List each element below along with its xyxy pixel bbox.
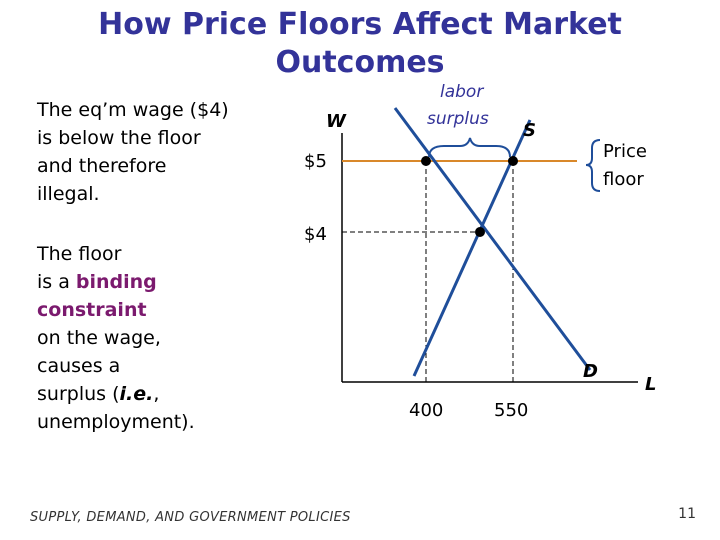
para1-line-4: illegal. <box>37 183 100 205</box>
explanation-paragraph-1: The eq’m wage ($4) is below the floor an… <box>37 96 229 208</box>
supply-at-floor-point <box>508 156 518 166</box>
floor-label-line-2: floor <box>603 169 644 190</box>
floor-brace <box>585 139 601 192</box>
para2-line-1: The floor <box>37 243 122 265</box>
x-axis-label: L <box>645 374 656 395</box>
demand-at-floor-point <box>421 156 431 166</box>
ie-italic: i.e. <box>119 383 154 405</box>
demand-curve <box>393 107 592 371</box>
para2-line-7: unemployment). <box>37 411 195 433</box>
equilibrium-point <box>475 227 485 237</box>
para1-line-3: and therefore <box>37 155 167 177</box>
explanation-paragraph-2: The floor is a binding constraint on the… <box>37 240 195 436</box>
para2-line-2: is a binding <box>37 268 195 296</box>
slide-title: How Price Floors Affect Market Outcomes <box>0 6 720 82</box>
surplus-label-line-1: labor <box>440 82 484 102</box>
para2-line-6: surplus (i.e., <box>37 380 195 408</box>
slide-number: 11 <box>678 506 696 522</box>
para2-line-5: causes a <box>37 355 121 377</box>
para1-line-2: is below the floor <box>37 127 201 149</box>
qty-demanded-label: 400 <box>409 400 443 421</box>
para2-line-2-prefix: is a <box>37 271 76 293</box>
qty-supplied-label: 550 <box>494 400 528 421</box>
para2-line-4: on the wage, <box>37 327 161 349</box>
para2-line-6-suffix: , <box>153 383 160 405</box>
surplus-brace <box>428 137 511 158</box>
footer-text: SUPPLY, DEMAND, AND GOVERNMENT POLICIES <box>30 510 351 525</box>
surplus-label-line-2: surplus <box>427 109 489 129</box>
title-line-2: Outcomes <box>275 45 445 80</box>
eq-price-label: $4 <box>304 224 327 245</box>
para2-line-6-prefix: surplus ( <box>37 383 120 405</box>
title-line-1: How Price Floors Affect Market <box>98 7 622 42</box>
binding-highlight: binding <box>75 271 157 293</box>
floor-label-line-1: Price <box>603 141 647 162</box>
supply-label: S <box>523 120 536 141</box>
y-axis-label: W <box>326 111 347 132</box>
demand-label: D <box>583 361 598 382</box>
para1-line-1: The eq’m wage ($4) <box>37 99 229 121</box>
constraint-highlight: constraint <box>37 299 147 321</box>
floor-price-label: $5 <box>304 151 327 172</box>
